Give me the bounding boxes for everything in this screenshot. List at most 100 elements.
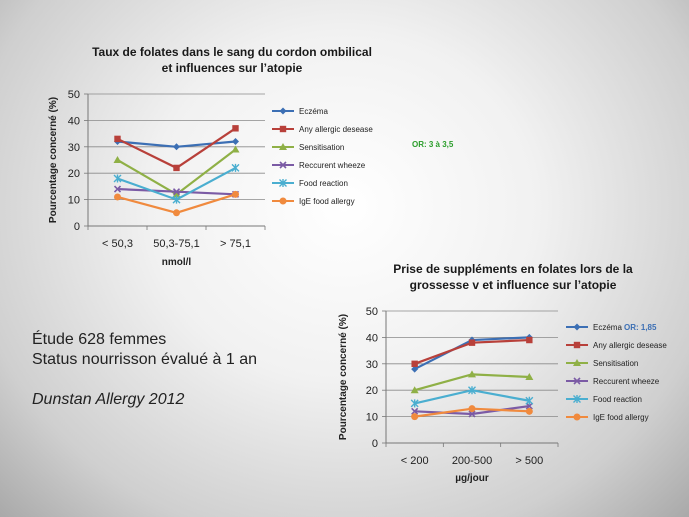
chart-1-title-line-2: et influences sur l’atopie [162,61,303,75]
data-point [172,190,181,198]
legend-label: Reccurent wheeze [593,377,660,386]
x-tick-label: > 500 [515,455,543,467]
legend-swatch-marker [573,323,581,331]
series-6 [411,405,533,421]
data-point [410,399,419,408]
data-point [526,336,533,344]
legend-swatch-marker [279,107,287,115]
y-tick-label: 10 [68,195,80,207]
y-tick-label: 10 [366,412,378,424]
legend-label: Eczéma [299,107,328,116]
legend-label: Sensitisation [593,359,638,368]
y-tick-label: 40 [68,115,80,127]
chart-2-title-line-1: Prise de suppléments en folates lors de … [393,262,633,276]
data-point [411,360,418,367]
x-axis-label: µg/jour [455,473,489,484]
data-point [232,125,239,132]
legend-swatch-marker [573,413,581,421]
y-tick-label: 20 [366,385,378,397]
legend-label: Food reaction [299,179,348,188]
chart-2-title-line-2: grossesse v et influence sur l’atopie [410,278,617,292]
legend-label: Any allergic desease [299,125,373,134]
chart-1-title-line-1: Taux de folates dans le sang du cordon o… [92,45,372,59]
legend-label: Sensitisation [299,143,344,152]
odds-ratio-annotation: OR: 3 à 3,5 [412,140,454,149]
legend-swatch-marker [279,161,287,169]
data-point [411,413,419,421]
y-axis-label: Pourcentage concerné (%) [338,314,349,440]
study-info: Étude 628 femmes Status nourrisson évalu… [32,330,257,410]
y-tick-label: 50 [366,306,378,318]
legend-label: Reccurent wheeze [299,161,366,170]
data-point [173,209,180,217]
series-2 [411,336,533,367]
data-point [173,164,180,172]
y-tick-label: 0 [74,221,80,233]
legend-swatch-marker [279,179,287,187]
data-point [468,339,476,346]
y-tick-label: 20 [68,168,80,180]
data-point [232,138,239,146]
data-point [172,188,181,196]
series-4 [411,402,533,418]
legend-label: Any allergic desease [593,341,667,350]
data-point [468,386,476,395]
data-point [172,195,181,204]
legend-swatch-marker [279,197,287,205]
y-tick-label: 50 [68,89,80,101]
data-point [525,402,533,410]
data-point [231,145,240,153]
data-point [173,143,180,151]
data-point [232,190,239,198]
x-tick-label: > 75,1 [220,238,251,250]
series-5 [410,386,534,408]
x-tick-label: < 50,3 [102,238,133,250]
legend-swatch-marker [573,359,581,366]
data-point [113,156,122,163]
legend-label: Eczéma [593,323,622,332]
data-point [113,185,122,193]
legend-swatch-marker [573,395,581,403]
series-3 [410,370,534,394]
x-tick-label: 200-500 [452,455,492,467]
chart-2: Prise de suppléments en folates lors de … [338,262,667,484]
data-point [113,174,122,183]
y-tick-label: 40 [366,332,378,344]
data-point [231,163,240,172]
data-point [114,193,121,201]
data-point [525,373,534,380]
chart-1: Taux de folates dans le sang du cordon o… [48,45,454,268]
legend-swatch-marker [573,341,581,349]
odds-ratio-annotation: OR: 1,85 [624,323,657,332]
legend-swatch-marker [279,143,287,150]
series-line [116,148,237,196]
data-point [411,365,419,373]
series-5 [113,163,240,204]
series-6 [114,190,239,217]
study-reference: Dunstan Allergy 2012 [32,391,185,408]
series-3 [113,145,240,198]
x-tick-label: 50,3-75,1 [153,238,199,250]
y-axis-label: Pourcentage concerné (%) [48,97,59,223]
x-tick-label: < 200 [401,455,429,467]
data-point [525,396,534,405]
data-point [525,407,533,415]
legend-label: IgE food allergy [593,413,649,422]
x-axis-label: nmol/l [162,257,192,268]
legend-label: IgE food allergy [299,197,355,206]
series-2 [114,125,239,172]
data-point [114,135,121,143]
legend-swatch-marker [573,377,581,385]
data-point [468,370,476,378]
data-point [410,386,419,394]
data-point [468,410,476,418]
y-tick-label: 30 [68,142,80,154]
study-info-line1: Étude 628 femmes [32,331,167,348]
legend-label: Food reaction [593,395,642,404]
y-tick-label: 0 [372,438,378,450]
data-point [468,405,476,413]
legend-swatch-marker [279,125,287,133]
data-point [411,407,419,415]
y-tick-label: 30 [366,359,378,371]
